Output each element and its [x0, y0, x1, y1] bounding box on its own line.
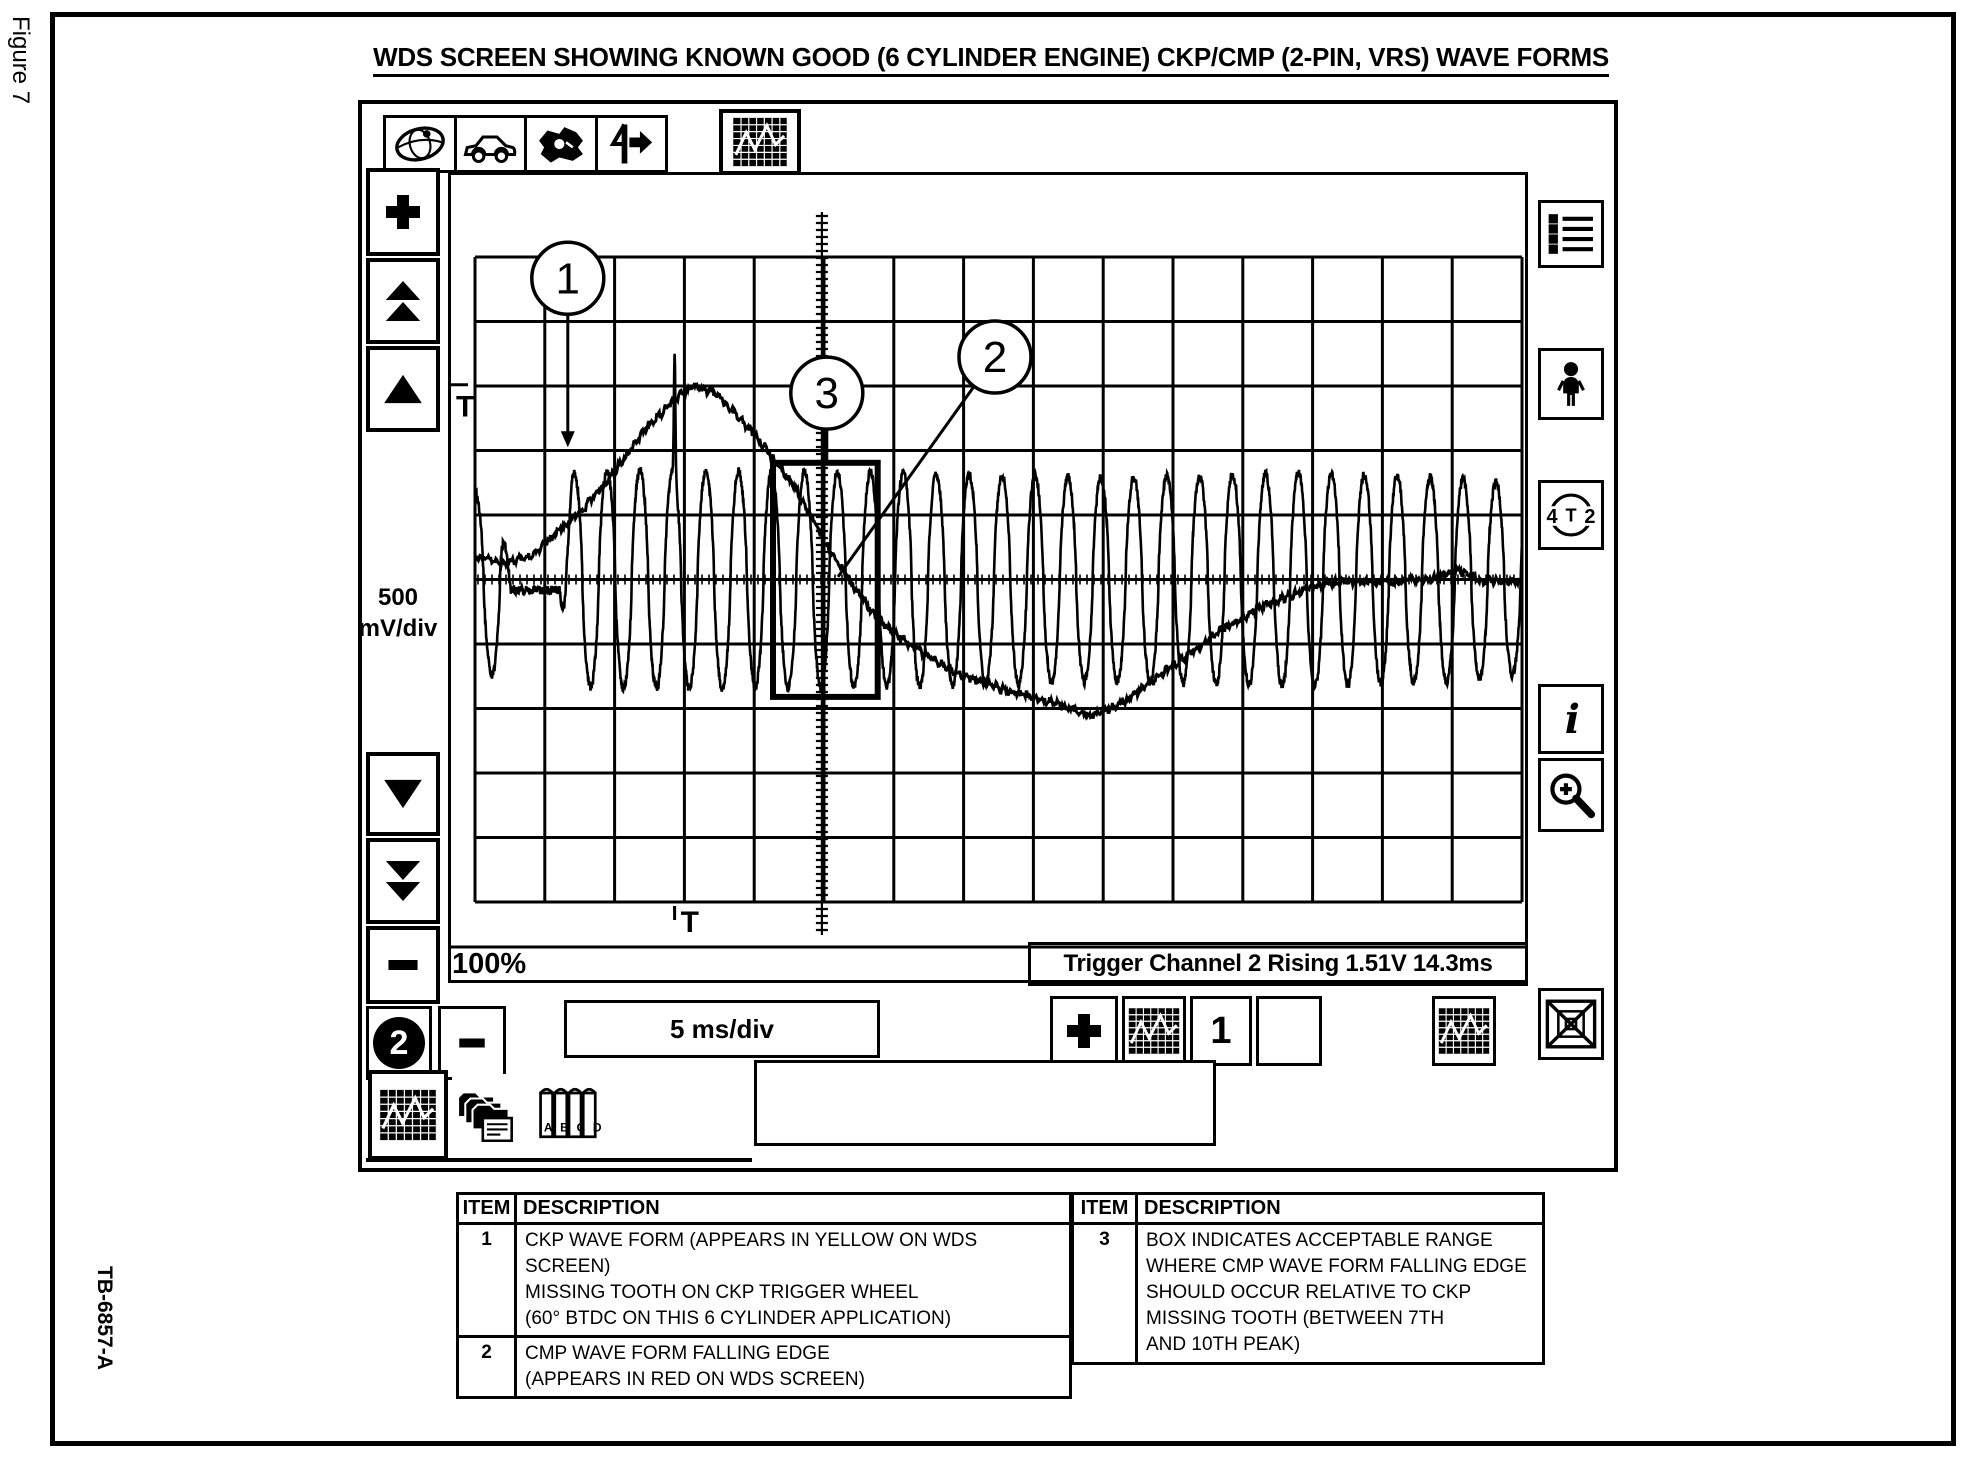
- add-trace-button[interactable]: [1050, 996, 1118, 1066]
- exit-button[interactable]: [1538, 988, 1604, 1060]
- tab-vehicle[interactable]: [457, 118, 527, 170]
- oscilloscope-icon: [1128, 1008, 1180, 1054]
- double-up-arrow-icon: [385, 280, 421, 322]
- oscilloscope-icon: [733, 117, 787, 167]
- firing-order-center-letter: T: [1565, 505, 1576, 525]
- oscilloscope-display: T T 1 2 3: [448, 172, 1528, 983]
- step-down-button[interactable]: [366, 752, 440, 836]
- vertical-scale-label: 500 mV/div: [352, 582, 444, 644]
- page-up-button[interactable]: [366, 258, 440, 344]
- table-row: 2 CMP WAVE FORM FALLING EDGE (APPEARS IN…: [456, 1335, 1072, 1399]
- reference-books-icon: ABCD: [539, 1087, 604, 1139]
- scope-view-button[interactable]: [1122, 996, 1186, 1066]
- trigger-time-marker[interactable]: T: [681, 906, 699, 939]
- callout-label-1: 1: [556, 254, 580, 303]
- legend-table-left: ITEM DESCRIPTION 1 CKP WAVE FORM (APPEAR…: [456, 1192, 1072, 1399]
- oscilloscope-icon: [1438, 1008, 1490, 1054]
- doc-code: TB-6857-A: [93, 1266, 116, 1370]
- tab-engine[interactable]: [527, 118, 598, 170]
- item-number: 1: [456, 1222, 517, 1338]
- channel-2-badge: 2: [373, 1017, 425, 1069]
- channel-1-box[interactable]: 1: [1190, 996, 1252, 1066]
- bottom-tab-strip-border: [366, 1158, 752, 1162]
- svg-text:i: i: [1565, 697, 1580, 743]
- callout-label-3: 3: [815, 369, 839, 418]
- vehicle-icon: [463, 135, 517, 164]
- books-label: ABCD: [544, 1120, 604, 1134]
- distributor-test-icon: [609, 123, 653, 164]
- item-number: 2: [456, 1335, 517, 1399]
- firing-order-button[interactable]: 4 T 2: [1538, 480, 1604, 550]
- minus-icon: [388, 960, 418, 970]
- scale-decrease-button[interactable]: [438, 1006, 506, 1080]
- table-row: 3 BOX INDICATES ACCEPTABLE RANGE WHERE C…: [1071, 1222, 1545, 1365]
- zoom-magnifier-icon: [1550, 773, 1596, 819]
- message-box: [754, 1060, 1216, 1146]
- firing-order-right-digit: 2: [1584, 506, 1595, 528]
- callout-circle-2: [957, 319, 1033, 395]
- scale-value: 500: [377, 584, 419, 611]
- zoom-out-button[interactable]: [366, 926, 440, 1004]
- double-down-arrow-icon: [385, 860, 421, 902]
- scope-plot: T T 1 2 3: [448, 172, 1528, 983]
- column-header-description: DESCRIPTION: [1135, 1192, 1545, 1225]
- legend-table-right: ITEM DESCRIPTION 3 BOX INDICATES ACCEPTA…: [1071, 1192, 1545, 1365]
- zoom-in-button[interactable]: [366, 168, 440, 256]
- firing-order-4t2-icon: 4 T 2: [1544, 493, 1598, 537]
- scale-units: mV/div: [358, 615, 438, 642]
- cmp-waveform: [473, 381, 1524, 721]
- plus-icon: [1067, 1014, 1101, 1048]
- oscilloscope-icon: [380, 1089, 436, 1141]
- info-button[interactable]: i: [1538, 684, 1604, 754]
- page-border: [50, 12, 1956, 1446]
- item-description: BOX INDICATES ACCEPTABLE RANGE WHERE CMP…: [1135, 1222, 1545, 1365]
- column-header-description: DESCRIPTION: [514, 1192, 1072, 1225]
- bottom-tab-oscilloscope[interactable]: [368, 1070, 448, 1160]
- bottom-tab-files[interactable]: [452, 1074, 526, 1158]
- timebase-box[interactable]: 5 ms/div: [564, 1000, 880, 1058]
- page-down-button[interactable]: [366, 838, 440, 924]
- column-header-item: ITEM: [456, 1192, 517, 1225]
- file-stack-icon: [457, 1091, 513, 1143]
- menu-list-button[interactable]: [1538, 200, 1604, 268]
- item-description: CMP WAVE FORM FALLING EDGE (APPEARS IN R…: [514, 1335, 1072, 1399]
- up-arrow-icon: [384, 374, 422, 404]
- tab-oscilloscope-active[interactable]: [719, 109, 801, 175]
- plus-icon: [386, 195, 420, 229]
- item-number: 3: [1071, 1222, 1138, 1365]
- figure-label: Figure 7: [7, 16, 34, 105]
- callout-circle-3: [789, 355, 865, 431]
- ckp-waveform: [473, 353, 1524, 695]
- down-arrow-icon: [384, 779, 422, 809]
- minus-icon: [459, 1038, 485, 1048]
- trigger-level-marker[interactable]: T: [456, 391, 474, 424]
- bottom-tab-reference[interactable]: ABCD: [530, 1074, 608, 1158]
- column-header-item: ITEM: [1071, 1192, 1138, 1225]
- zoom-percent-label: 100%: [452, 948, 527, 980]
- firing-order-left-digit: 4: [1547, 506, 1558, 528]
- menu-list-icon: [1548, 214, 1593, 254]
- zoom-tool-button[interactable]: [1538, 758, 1604, 832]
- tab-wds-home[interactable]: [386, 118, 457, 170]
- wds-logo-icon: [394, 126, 445, 162]
- technician-icon: [1557, 362, 1585, 406]
- technician-button[interactable]: [1538, 348, 1604, 420]
- tab-distributor-test[interactable]: [598, 118, 666, 170]
- trigger-status: Trigger Channel 2 Rising 1.51V 14.3ms: [1028, 942, 1528, 986]
- figure-title: WDS SCREEN SHOWING KNOWN GOOD (6 CYLINDE…: [362, 42, 1620, 77]
- scope-view-button-2[interactable]: [1432, 996, 1496, 1066]
- info-icon: i: [1565, 697, 1580, 743]
- top-tab-strip: [383, 115, 668, 173]
- exit-icon: [1545, 999, 1597, 1049]
- blank-box[interactable]: [1256, 996, 1322, 1066]
- step-up-button[interactable]: [366, 346, 440, 432]
- table-row: 1 CKP WAVE FORM (APPEARS IN YELLOW ON WD…: [456, 1222, 1072, 1338]
- callout-label-2: 2: [983, 333, 1007, 382]
- engine-icon: [538, 127, 583, 163]
- callout-circle-1: [530, 240, 606, 317]
- item-description: CKP WAVE FORM (APPEARS IN YELLOW ON WDS …: [514, 1222, 1072, 1338]
- channel-2-badge-button[interactable]: 2: [366, 1006, 432, 1080]
